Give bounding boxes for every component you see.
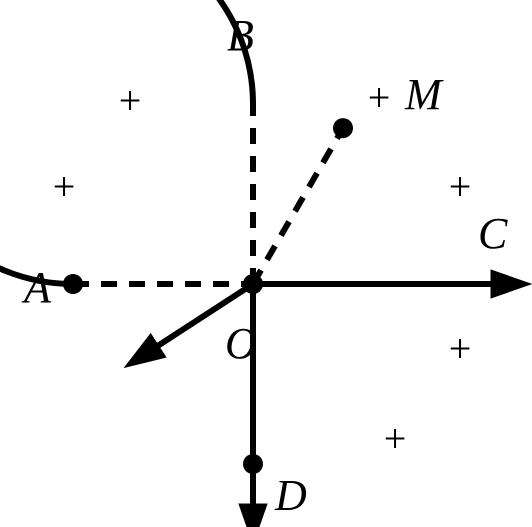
label-B: B bbox=[227, 11, 254, 60]
plus-3: + bbox=[449, 164, 472, 209]
plus-1: + bbox=[53, 164, 76, 209]
point-O bbox=[243, 274, 263, 294]
physics-diagram: A B C D M O + + + + + + bbox=[0, 0, 532, 527]
point-A bbox=[63, 274, 83, 294]
charged-arc bbox=[0, 0, 253, 284]
plus-0: + bbox=[119, 78, 142, 123]
dash-OM bbox=[253, 128, 343, 284]
label-D: D bbox=[274, 471, 307, 520]
label-C: C bbox=[478, 209, 508, 258]
point-M bbox=[333, 118, 353, 138]
label-O: O bbox=[225, 319, 257, 368]
label-M: M bbox=[404, 70, 444, 119]
plus-2: + bbox=[368, 75, 391, 120]
plus-4: + bbox=[449, 326, 472, 371]
point-D bbox=[243, 454, 263, 474]
label-A: A bbox=[21, 263, 52, 312]
plus-5: + bbox=[384, 416, 407, 461]
